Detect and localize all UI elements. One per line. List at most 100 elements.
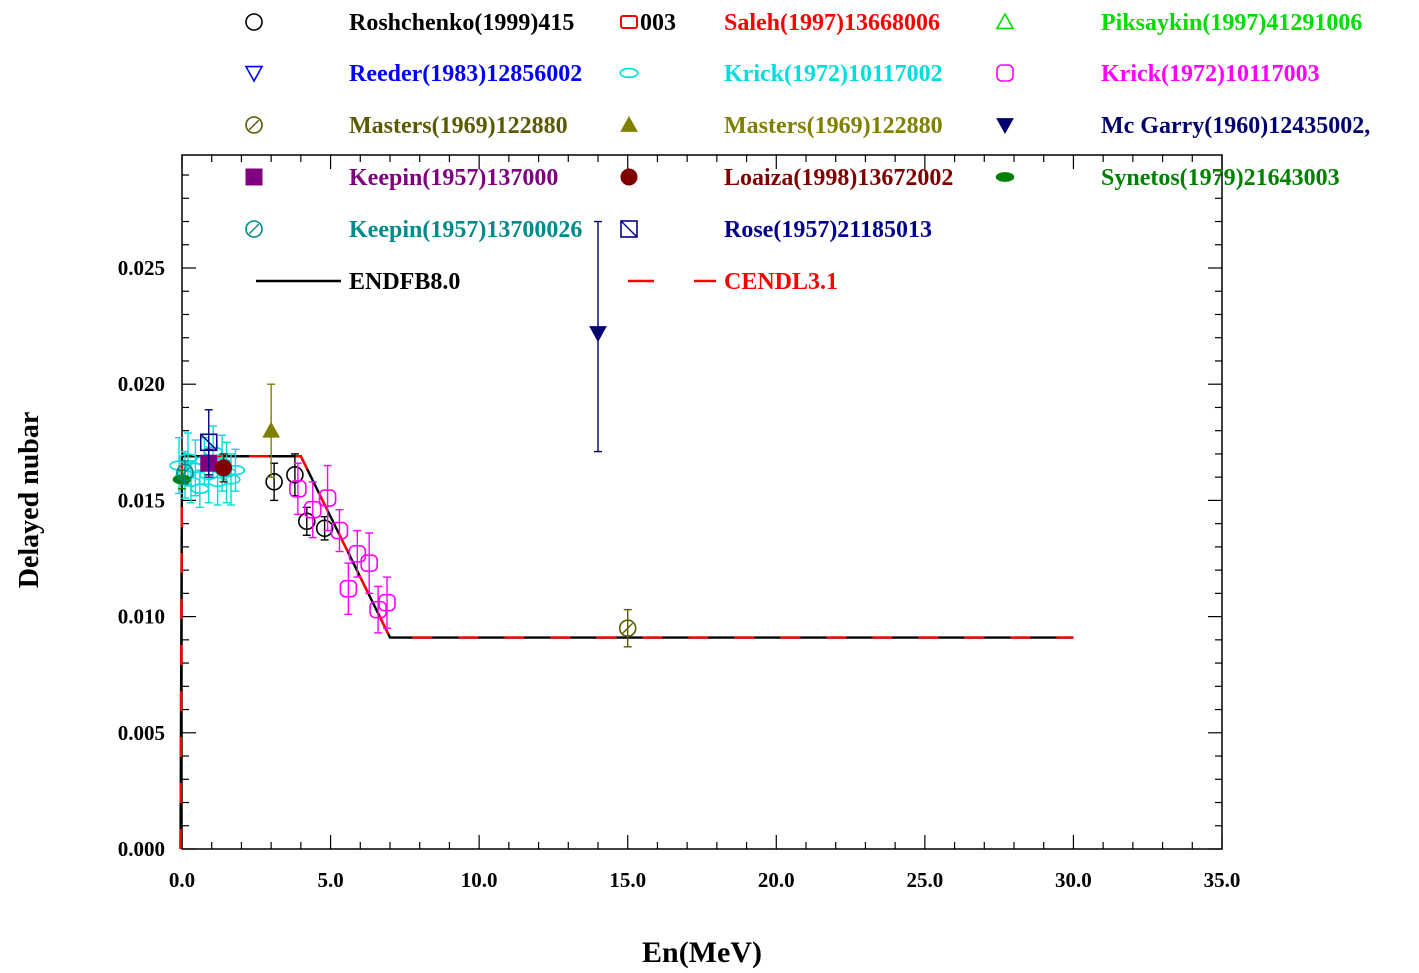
marker — [620, 168, 638, 186]
legend-label: Krick(1972)10117003 — [1101, 61, 1320, 87]
marker — [215, 459, 233, 477]
legend-label: Roshchenko(1999)415 — [349, 10, 574, 36]
x-tick-label: 15.0 — [609, 868, 646, 892]
marker — [315, 519, 334, 538]
legend-label: Rose(1957)21185013 — [724, 217, 932, 243]
legend-entry: Keepin(1957)13700026 — [245, 217, 582, 243]
marker — [318, 489, 337, 507]
series-masters-1969-12288011 — [262, 383, 280, 478]
marker — [176, 463, 194, 482]
series-masters-1969-12288010 — [618, 608, 637, 648]
legend-entry: Krick(1972)10117003 — [996, 61, 1320, 87]
marker — [995, 12, 1015, 30]
evaluation-curves — [179, 455, 1074, 850]
marker — [339, 579, 358, 598]
data-point — [262, 383, 280, 478]
data-point — [378, 576, 396, 629]
legend-entry: Masters(1969)122880 — [620, 113, 943, 139]
data-point — [303, 481, 322, 539]
x-tick-label: 20.0 — [758, 868, 795, 892]
legend-entry: ENDFB8.0 — [256, 269, 460, 295]
y-tick-label: 0.005 — [118, 721, 165, 745]
axis-ticks — [181, 155, 1223, 850]
legend-label: ENDFB8.0 — [349, 269, 460, 295]
data-point — [618, 608, 637, 648]
marker — [245, 13, 263, 31]
marker — [995, 172, 1015, 182]
legend-entry: Rose(1957)21185013 — [620, 217, 932, 243]
legend-entry: Saleh(1997)13668006 — [620, 10, 940, 36]
data-points — [169, 220, 637, 648]
marker — [262, 421, 280, 438]
marker — [245, 220, 263, 238]
data-point — [360, 532, 379, 595]
marker — [265, 473, 283, 491]
y-tick-label: 0.015 — [118, 488, 165, 512]
y-tick-labels: 0.000 0.005 0.010 0.015 0.020 0.025 — [118, 256, 165, 861]
legend-entry: Synetos(1979)21643003 — [995, 165, 1340, 191]
marker — [996, 118, 1014, 135]
legend-label: CENDL3.1 — [724, 269, 838, 295]
x-tick-label: 10.0 — [461, 868, 498, 892]
data-point — [339, 562, 358, 615]
data-point — [330, 508, 349, 553]
marker — [360, 554, 379, 572]
marker — [378, 593, 396, 612]
data-point — [215, 453, 233, 483]
marker — [620, 220, 638, 238]
x-tick-label: 5.0 — [317, 868, 343, 892]
data-point — [221, 453, 241, 506]
legend-label: Masters(1969)122880 — [724, 113, 943, 139]
marker — [297, 512, 316, 531]
marker — [286, 466, 304, 484]
legend-label: Saleh(1997)13668006 — [724, 10, 940, 36]
series-loaiza-1998-13672002 — [215, 453, 233, 483]
x-tick-label: 30.0 — [1055, 868, 1092, 892]
marker — [199, 433, 218, 452]
legend: Roshchenko(1999)415 003 Saleh(1997)1366800… — [244, 10, 1370, 295]
legend-entry: Loaiza(1998)13672002 — [620, 165, 953, 191]
marker-slash — [620, 220, 638, 238]
data-point — [265, 462, 283, 502]
marker — [619, 67, 639, 79]
legend-entry: Roshchenko(1999)415 003 — [245, 10, 676, 36]
legend-entry: Piksaykin(1997)41291006 — [995, 10, 1362, 36]
legend-label: Keepin(1957)13700026 — [349, 217, 582, 243]
series-mc-garry-1960-12435002- — [589, 220, 607, 453]
marker — [244, 65, 264, 83]
series-rose-1957-21185013 — [199, 409, 218, 476]
legend-entry: Mc Garry(1960)12435002, — [996, 113, 1370, 139]
data-point — [589, 220, 607, 453]
legend-entry: Masters(1969)122880 — [245, 113, 568, 139]
legend-label-tail: 003 — [640, 10, 676, 36]
marker — [245, 116, 263, 134]
y-tick-label: 0.010 — [118, 605, 165, 629]
marker-slash — [179, 467, 191, 478]
legend-label: Krick(1972)10117002 — [724, 61, 943, 87]
legend-label: Synetos(1979)21643003 — [1101, 165, 1340, 191]
marker — [221, 474, 241, 485]
x-tick-labels: 0.0 5.0 10.0 15.0 20.0 25.0 30.0 35.0 — [169, 868, 1241, 892]
marker-slash — [622, 622, 634, 634]
marker-slash — [248, 119, 260, 131]
marker — [996, 64, 1014, 82]
marker — [303, 500, 322, 519]
curve-endfb8-0 — [179, 455, 1074, 850]
plot-frame — [181, 154, 1223, 850]
legend-label: Mc Garry(1960)12435002, — [1101, 113, 1370, 139]
marker — [330, 521, 349, 540]
data-point — [318, 464, 337, 532]
x-tick-label: 25.0 — [906, 868, 943, 892]
data-point — [176, 460, 194, 485]
y-tick-label: 0.025 — [118, 256, 165, 280]
legend-label: Reeder(1983)12856002 — [349, 61, 582, 87]
legend-label: Masters(1969)122880 — [349, 113, 568, 139]
marker — [369, 600, 387, 619]
data-point — [348, 529, 367, 578]
x-tick-label: 0.0 — [169, 868, 195, 892]
legend-entry: Keepin(1957)137000 — [245, 165, 558, 191]
data-point — [315, 515, 334, 541]
legend-entry: Reeder(1983)12856002 — [244, 61, 582, 87]
marker — [620, 115, 638, 132]
marker-slash — [200, 433, 218, 451]
